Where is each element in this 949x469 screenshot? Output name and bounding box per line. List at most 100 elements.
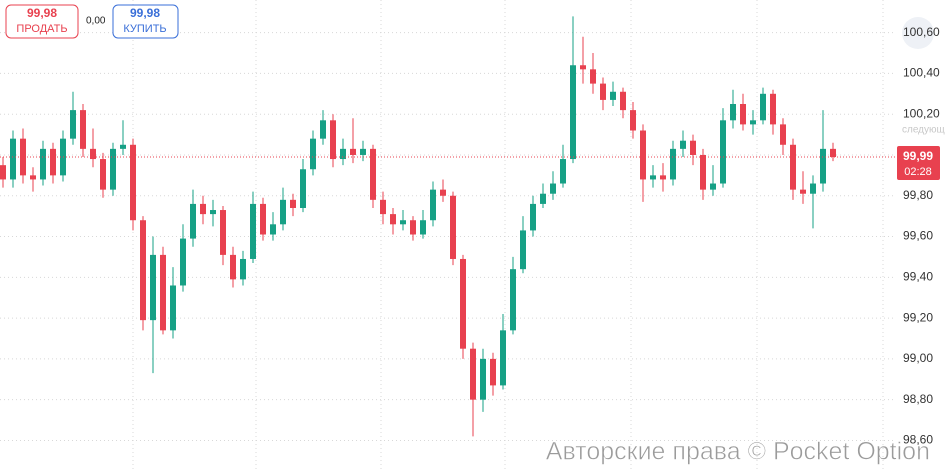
timer: 02:28 [904, 166, 932, 178]
candle-body [420, 220, 426, 235]
candle-body [460, 258, 466, 349]
candle-body [250, 203, 256, 259]
candle-body [620, 91, 626, 111]
candle-body [140, 220, 146, 321]
spread: 0,00 [86, 16, 106, 27]
y-tick-label: 99,40 [903, 269, 933, 283]
candle-body [350, 148, 356, 155]
candle-body [290, 199, 296, 208]
candle-body [150, 254, 156, 321]
candle-body [170, 285, 176, 331]
candle-body [50, 148, 56, 176]
candle-body [540, 193, 546, 204]
candle-body [780, 124, 786, 145]
candle-body [630, 110, 636, 131]
candle-body [440, 189, 446, 196]
price-badge [897, 146, 940, 181]
candle-body [650, 175, 656, 180]
candle-body [400, 220, 406, 225]
candle-body [120, 144, 126, 149]
candle-body [550, 183, 556, 194]
candle-body [740, 103, 746, 125]
candle-body [0, 165, 6, 180]
candle-body [510, 269, 516, 331]
y-tick-label: 98,80 [903, 392, 933, 406]
candle-body [660, 175, 666, 180]
candle-body [700, 154, 706, 190]
candle-body [810, 183, 816, 194]
candle-body [200, 203, 206, 215]
candle-body [470, 348, 476, 400]
candle-body [380, 199, 386, 215]
candle-body [160, 254, 166, 331]
y-tick-label: 98,60 [903, 433, 933, 447]
sell-price: 99,98 [27, 6, 57, 20]
candle-body [410, 220, 416, 235]
candle-body [450, 195, 456, 259]
y-tick-label: 100,40 [903, 66, 940, 80]
buy-label: КУПИТЬ [123, 23, 166, 35]
candle-body [70, 110, 76, 139]
candle-body [820, 148, 826, 184]
candle-body [720, 120, 726, 184]
candle-body [580, 65, 586, 70]
candle-body [270, 224, 276, 235]
candle-body [730, 103, 736, 121]
overlay-text: следующ [902, 125, 945, 136]
candle-body [190, 203, 196, 239]
sell-button[interactable] [5, 4, 79, 39]
candle-body [320, 120, 326, 139]
axis-badge [902, 17, 934, 49]
candle-body [690, 140, 696, 155]
candle-body [560, 159, 566, 184]
candle-body [90, 148, 96, 160]
candle-body [360, 148, 366, 155]
candle-body [530, 203, 536, 231]
candle-body [490, 358, 496, 386]
candle-body [370, 148, 376, 200]
candle-body [790, 144, 796, 190]
y-tick-label: 99,20 [903, 310, 933, 324]
buy-button[interactable] [112, 4, 179, 39]
candle-body [100, 159, 106, 190]
trade-panel: 99,98 ПРОДАТЬ 0,00 99,98 КУПИТЬ [5, 4, 179, 39]
candle-body [770, 93, 776, 125]
buy-price: 99,98 [130, 6, 160, 20]
candle-body [180, 238, 186, 286]
candle-body [40, 148, 46, 180]
candle-body [590, 69, 596, 84]
candle-body [570, 65, 576, 160]
y-tick-label: 100,20 [903, 106, 940, 120]
candle-body [10, 138, 16, 180]
vertical-grid [132, 0, 884, 469]
candle-body [260, 203, 266, 235]
y-tick-label: 99,80 [903, 188, 933, 202]
candle-body [80, 110, 86, 149]
candle-body [600, 83, 606, 100]
candle-body [300, 169, 306, 208]
candle-body [710, 183, 716, 190]
candle-body [520, 230, 526, 270]
last-price-label: 99,99 [903, 149, 933, 163]
candle-body [750, 120, 756, 125]
sell-label: ПРОДАТЬ [16, 23, 67, 35]
candle-body [130, 144, 136, 221]
watermark: Авторские права © Pocket Option [546, 438, 930, 466]
y-tick-label: 99,60 [903, 229, 933, 243]
candle-body [210, 210, 216, 215]
candle-body [500, 330, 506, 386]
y-tick-label: 99,00 [903, 351, 933, 365]
candle-body [760, 93, 766, 121]
candle-body [670, 148, 676, 180]
candle-body [30, 175, 36, 180]
candle-body [220, 210, 226, 255]
candle-body [110, 148, 116, 190]
candle-body [240, 258, 246, 280]
candle-body [20, 138, 26, 176]
candle-body [680, 140, 686, 149]
candle-body [340, 148, 346, 160]
candle-body [430, 189, 436, 221]
candle-body [230, 254, 236, 280]
candle-body [280, 199, 286, 225]
